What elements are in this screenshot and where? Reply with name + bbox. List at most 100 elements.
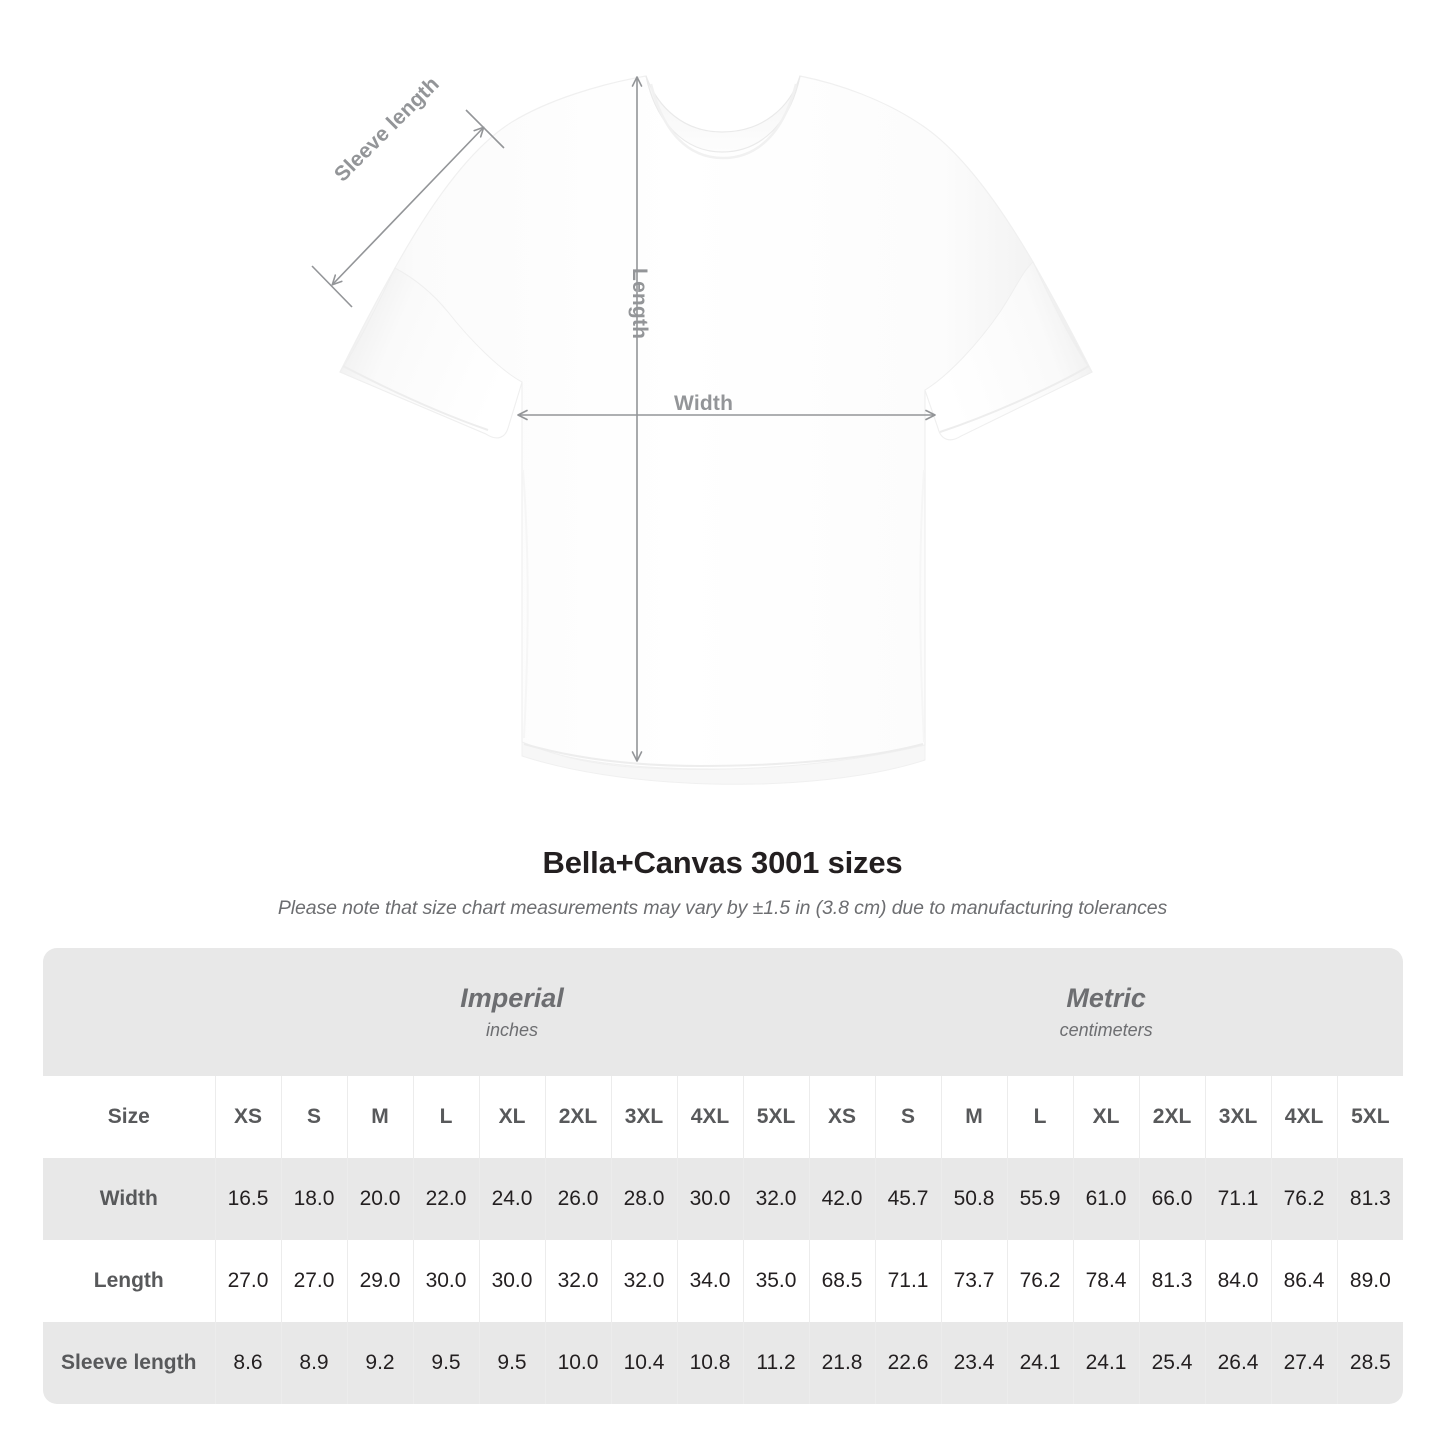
cell-sleeve-length-metric-s: 22.6 <box>874 1322 942 1404</box>
cell-sleeve-length-metric-4xl: 27.4 <box>1270 1322 1338 1404</box>
size-header-metric-xs: XS <box>808 1076 876 1158</box>
size-header-metric-2xl: 2XL <box>1138 1076 1206 1158</box>
size-chart-table-wrapper: Imperial inches Metric centimeters Size XS S M L… <box>43 948 1404 1404</box>
cell-width-imperial-xs: 16.5 <box>214 1158 281 1240</box>
size-header-imperial-xs: XS <box>214 1076 281 1158</box>
cell-sleeve-length-metric-l: 24.1 <box>1006 1322 1074 1404</box>
row-label-sleeve-length: Sleeve length <box>43 1322 215 1404</box>
table-row: Length 27.0 27.0 29.0 30.0 30.0 32.0 32.0 34.0 35… <box>43 1240 1404 1322</box>
cell-width-imperial-5xl: 32.0 <box>742 1158 810 1240</box>
cell-length-metric-2xl: 81.3 <box>1138 1240 1206 1322</box>
title-block: Bella+Canvas 3001 sizes Please note that… <box>0 845 1445 920</box>
imperial-header-cell: Imperial inches <box>215 948 810 1076</box>
cell-sleeve-length-metric-5xl: 28.5 <box>1336 1322 1404 1404</box>
width-label: Width <box>674 392 734 415</box>
cell-width-metric-2xl: 66.0 <box>1138 1158 1206 1240</box>
row-label-length: Length <box>43 1240 215 1322</box>
cell-length-imperial-3xl: 32.0 <box>610 1240 677 1322</box>
size-header-imperial-l: L <box>412 1076 479 1158</box>
size-header-row: Size XS S M L XL 2XL 3XL 4XL 5XL XS S M L XL 2XL 3XL 4XL 5… <box>43 1076 1404 1158</box>
size-header-imperial-2xl: 2XL <box>544 1076 611 1158</box>
imperial-unit: inches <box>486 1020 539 1041</box>
cell-width-metric-s: 45.7 <box>874 1158 942 1240</box>
cell-width-imperial-l: 22.0 <box>412 1158 479 1240</box>
cell-width-imperial-s: 18.0 <box>280 1158 347 1240</box>
cell-length-imperial-m: 29.0 <box>346 1240 413 1322</box>
cell-sleeve-length-imperial-2xl: 10.0 <box>544 1322 611 1404</box>
cell-width-metric-3xl: 71.1 <box>1204 1158 1272 1240</box>
size-header-metric-5xl: 5XL <box>1336 1076 1404 1158</box>
dimension-lines <box>311 76 936 762</box>
cell-width-imperial-4xl: 30.0 <box>676 1158 743 1240</box>
cell-sleeve-length-imperial-s: 8.9 <box>280 1322 347 1404</box>
size-header-imperial-xl: XL <box>478 1076 545 1158</box>
cell-length-imperial-5xl: 35.0 <box>742 1240 810 1322</box>
cell-width-metric-m: 50.8 <box>940 1158 1008 1240</box>
tolerance-note: Please note that size chart measurements… <box>277 897 1168 919</box>
cell-width-metric-4xl: 76.2 <box>1270 1158 1338 1240</box>
cell-length-imperial-s: 27.0 <box>280 1240 347 1322</box>
units-spacer-cell <box>43 948 215 1076</box>
cell-length-imperial-l: 30.0 <box>412 1240 479 1322</box>
cell-length-imperial-4xl: 34.0 <box>676 1240 743 1322</box>
size-header-metric-xl: XL <box>1072 1076 1140 1158</box>
cell-width-imperial-m: 20.0 <box>346 1158 413 1240</box>
cell-sleeve-length-imperial-3xl: 10.4 <box>610 1322 677 1404</box>
size-header-metric-l: L <box>1006 1076 1074 1158</box>
size-header-metric-4xl: 4XL <box>1270 1076 1338 1158</box>
cell-width-metric-xs: 42.0 <box>808 1158 876 1240</box>
size-header-imperial-s: S <box>280 1076 347 1158</box>
tshirt-diagram: Sleeve length Length Width <box>311 72 1093 785</box>
cell-length-metric-4xl: 86.4 <box>1270 1240 1338 1322</box>
cell-length-metric-s: 71.1 <box>874 1240 942 1322</box>
cell-length-imperial-xs: 27.0 <box>214 1240 281 1322</box>
metric-header-cell: Metric centimeters <box>809 948 1404 1076</box>
cell-sleeve-length-metric-xs: 21.8 <box>808 1322 876 1404</box>
table-row: Width 16.5 18.0 20.0 22.0 24.0 26.0 28.0 30.0 32.… <box>43 1158 1404 1240</box>
size-chart-table: Imperial inches Metric centimeters Size XS S M L… <box>43 948 1404 1404</box>
cell-width-imperial-3xl: 28.0 <box>610 1158 677 1240</box>
cell-sleeve-length-metric-2xl: 25.4 <box>1138 1322 1206 1404</box>
units-header-row: Imperial inches Metric centimeters <box>43 948 1404 1076</box>
cell-length-metric-m: 73.7 <box>940 1240 1008 1322</box>
cell-length-metric-3xl: 84.0 <box>1204 1240 1272 1322</box>
size-header-metric-s: S <box>874 1076 942 1158</box>
cell-width-metric-l: 55.9 <box>1006 1158 1074 1240</box>
cell-length-metric-xs: 68.5 <box>808 1240 876 1322</box>
row-label-width: Width <box>43 1158 215 1240</box>
cell-sleeve-length-metric-xl: 24.1 <box>1072 1322 1140 1404</box>
cell-length-imperial-2xl: 32.0 <box>544 1240 611 1322</box>
size-header-imperial-4xl: 4XL <box>676 1076 743 1158</box>
cell-width-imperial-xl: 24.0 <box>478 1158 545 1240</box>
metric-unit: centimeters <box>1059 1020 1153 1041</box>
cell-sleeve-length-imperial-5xl: 11.2 <box>742 1322 810 1404</box>
cell-length-imperial-xl: 30.0 <box>478 1240 545 1322</box>
cell-length-metric-xl: 78.4 <box>1072 1240 1140 1322</box>
size-header-imperial-5xl: 5XL <box>742 1076 810 1158</box>
cell-sleeve-length-imperial-xl: 9.5 <box>478 1322 545 1404</box>
size-header-metric-m: M <box>940 1076 1008 1158</box>
sleeve-length-dimension <box>311 109 505 308</box>
cell-sleeve-length-imperial-xs: 8.6 <box>214 1322 281 1404</box>
cell-width-imperial-2xl: 26.0 <box>544 1158 611 1240</box>
cell-sleeve-length-imperial-m: 9.2 <box>346 1322 413 1404</box>
cell-sleeve-length-metric-m: 23.4 <box>940 1322 1008 1404</box>
imperial-label: Imperial <box>460 982 564 1013</box>
size-header-metric-3xl: 3XL <box>1204 1076 1272 1158</box>
cell-width-metric-xl: 61.0 <box>1072 1158 1140 1240</box>
size-header-imperial-m: M <box>346 1076 413 1158</box>
cell-length-metric-l: 76.2 <box>1006 1240 1074 1322</box>
cell-sleeve-length-imperial-4xl: 10.8 <box>676 1322 743 1404</box>
cell-sleeve-length-metric-3xl: 26.4 <box>1204 1322 1272 1404</box>
metric-label: Metric <box>1066 982 1146 1013</box>
tshirt-body-group <box>339 75 1093 785</box>
size-header-label: Size <box>43 1076 215 1158</box>
page-title: Bella+Canvas 3001 sizes <box>542 845 903 880</box>
cell-length-metric-5xl: 89.0 <box>1336 1240 1404 1322</box>
cell-width-metric-5xl: 81.3 <box>1336 1158 1404 1240</box>
cell-sleeve-length-imperial-l: 9.5 <box>412 1322 479 1404</box>
table-row: Sleeve length 8.6 8.9 9.2 9.5 9.5 10.0 10.4 10.8… <box>43 1322 1404 1404</box>
tshirt-illustration <box>311 75 1093 785</box>
size-header-imperial-3xl: 3XL <box>610 1076 677 1158</box>
length-label: Length <box>628 268 651 340</box>
